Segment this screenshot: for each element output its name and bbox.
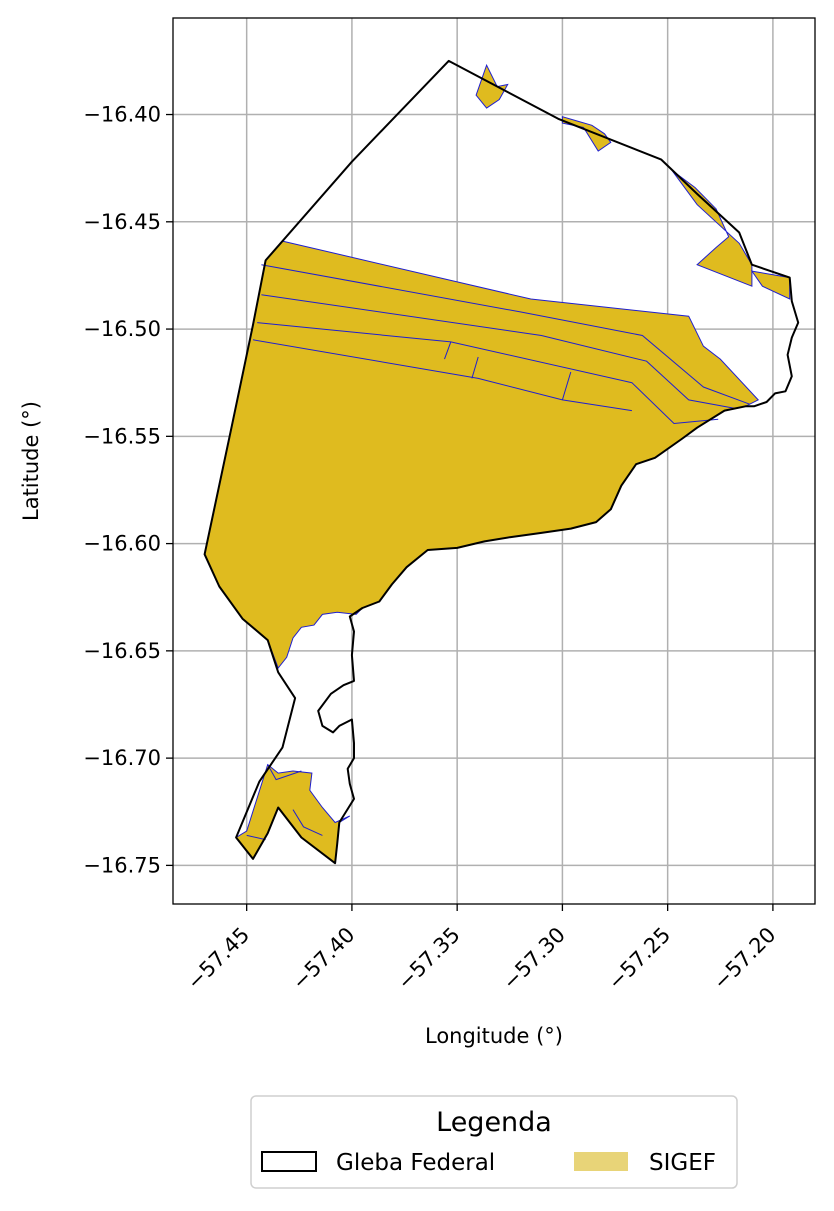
sigef-parcel-boundary bbox=[261, 264, 750, 405]
sigef-parcel-boundary bbox=[267, 764, 302, 781]
y-tick-label: −16.55 bbox=[83, 424, 161, 448]
y-tick-label: −16.60 bbox=[83, 532, 161, 556]
legend-label-gleba: Gleba Federal bbox=[336, 1150, 495, 1176]
sigef-parcel-boundary bbox=[246, 834, 266, 841]
y-axis-label: Latitude (°) bbox=[19, 401, 43, 521]
legend: Legenda Gleba Federal SIGEF bbox=[250, 1095, 738, 1189]
y-tick-label: −16.45 bbox=[83, 210, 161, 234]
y-tick-label: −16.75 bbox=[83, 853, 161, 877]
sigef-parcel-boundary bbox=[261, 294, 736, 409]
map-layer bbox=[203, 59, 800, 865]
sigef-parcel-boundary bbox=[561, 371, 572, 401]
sigef-parcel-boundary bbox=[292, 809, 323, 836]
legend-swatch-sigef bbox=[574, 1152, 628, 1171]
y-tick-label: −16.65 bbox=[83, 639, 161, 663]
sigef-parcel-boundary bbox=[252, 339, 632, 412]
y-tick-label: −16.40 bbox=[83, 103, 161, 127]
sigef-parcel-boundary bbox=[444, 341, 452, 360]
x-axis-label: Longitude (°) bbox=[425, 1024, 563, 1048]
sigef-parcel bbox=[671, 169, 753, 287]
sigef-parcel-boundary bbox=[471, 356, 479, 379]
y-tick-label: −16.50 bbox=[83, 317, 161, 341]
gleba-federal-outline bbox=[203, 59, 800, 865]
legend-title: Legenda bbox=[436, 1107, 552, 1138]
sigef-parcel bbox=[750, 270, 791, 300]
legend-swatch-gleba bbox=[261, 1151, 317, 1172]
sigef-parcel-boundary bbox=[257, 322, 719, 425]
y-tick-label: −16.70 bbox=[83, 746, 161, 770]
plot-frame bbox=[172, 17, 816, 905]
legend-label-sigef: SIGEF bbox=[649, 1150, 716, 1176]
